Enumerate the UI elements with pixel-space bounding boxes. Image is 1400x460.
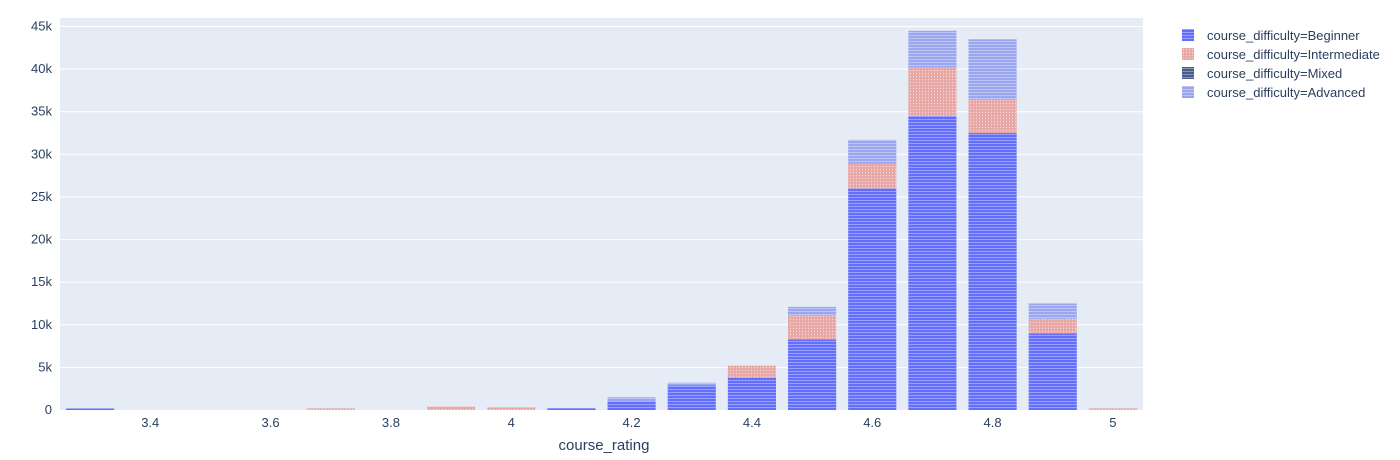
- y-tick-label: 0: [45, 402, 52, 417]
- bar-texture: [667, 382, 716, 386]
- y-tick-label: 30k: [31, 146, 52, 161]
- grid: [60, 26, 1143, 368]
- bar-texture: [1028, 333, 1077, 410]
- bar-texture: [968, 39, 1017, 100]
- bar-texture: [968, 133, 1017, 411]
- y-tick-label: 45k: [31, 19, 52, 34]
- x-tick-label: 5: [1109, 415, 1116, 430]
- plot-background: [60, 18, 1143, 410]
- y-tick-label: 25k: [31, 189, 52, 204]
- bar-texture: [667, 385, 716, 410]
- legend-swatch-texture: [1182, 67, 1194, 79]
- bar-texture: [848, 139, 897, 164]
- x-tick-label: 3.6: [262, 415, 280, 430]
- bar-texture: [66, 408, 115, 410]
- bar-texture: [427, 406, 476, 410]
- bar-texture: [908, 116, 957, 410]
- bar-texture: [788, 339, 837, 410]
- legend-entry[interactable]: course_difficulty=Advanced: [1207, 85, 1365, 100]
- x-tick-label: 3.8: [382, 415, 400, 430]
- bar-texture: [607, 401, 656, 410]
- bar-texture: [487, 407, 536, 410]
- x-tick-label: 4.4: [743, 415, 761, 430]
- legend-swatch-texture: [1182, 48, 1194, 60]
- y-tick-label: 10k: [31, 317, 52, 332]
- bars: [66, 30, 1137, 411]
- x-tick-label: 4.6: [863, 415, 881, 430]
- x-tick-label: 4.2: [623, 415, 641, 430]
- legend-swatch-texture: [1182, 29, 1194, 41]
- y-tick-label: 40k: [31, 61, 52, 76]
- bar-texture: [788, 306, 837, 316]
- bar-texture: [788, 315, 837, 340]
- bar-texture: [607, 397, 656, 402]
- bar-texture: [1088, 408, 1137, 410]
- x-tick-label: 4: [508, 415, 515, 430]
- bar-texture: [547, 408, 596, 410]
- x-tick-label: 3.4: [141, 415, 159, 430]
- x-axis-title: course_rating: [559, 437, 650, 454]
- y-tick-label: 35k: [31, 104, 52, 119]
- bar-texture: [848, 163, 897, 189]
- bar-texture: [1028, 303, 1077, 319]
- bar-texture: [908, 67, 957, 116]
- y-tick-label: 15k: [31, 274, 52, 289]
- y-tick-label: 20k: [31, 232, 52, 247]
- legend-entry[interactable]: course_difficulty=Beginner: [1207, 28, 1360, 43]
- legend-entry[interactable]: course_difficulty=Intermediate: [1207, 47, 1380, 62]
- bar-texture: [848, 188, 897, 410]
- bar-texture: [306, 408, 355, 410]
- legend-entry[interactable]: course_difficulty=Mixed: [1207, 66, 1342, 81]
- y-axis: 0 5k 10k 15k 20k 25k 30k 35k 40k 45k: [31, 19, 52, 417]
- y-tick-label: 5k: [38, 359, 52, 374]
- bar-texture: [908, 30, 957, 68]
- bar-texture: [727, 377, 776, 410]
- bar-texture: [968, 99, 1017, 134]
- bar-texture: [727, 365, 776, 378]
- bar-texture: [1028, 318, 1077, 334]
- legend: course_difficulty=Beginner course_difficu…: [1182, 28, 1380, 100]
- legend-swatch-texture: [1182, 86, 1194, 98]
- x-tick-label: 4.8: [984, 415, 1002, 430]
- x-axis: 3.4 3.6 3.8 4 4.2 4.4 4.6 4.8 5: [141, 415, 1116, 430]
